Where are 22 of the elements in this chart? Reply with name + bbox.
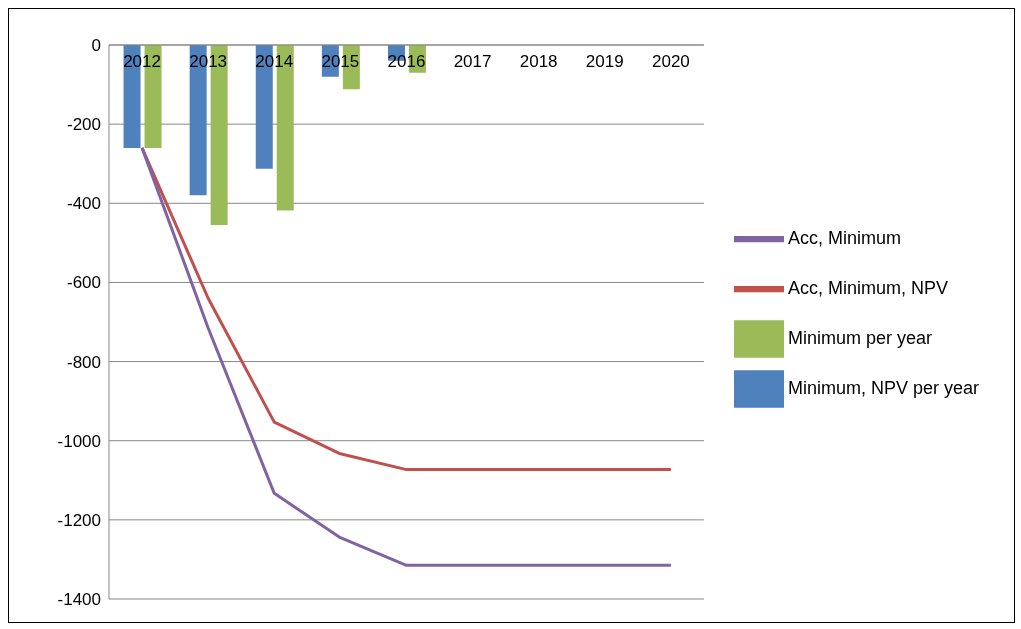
y-tick-label: -1400 [57, 590, 101, 610]
x-tick-label: 2016 [387, 52, 426, 71]
x-tick-label: 2019 [585, 52, 624, 71]
y-tick-label: -1000 [57, 431, 101, 451]
y-tick-label: 0 [91, 36, 101, 56]
x-tick-label: 2012 [123, 52, 161, 71]
legend-label: Acc, Minimum [787, 227, 901, 248]
x-tick-label: 2014 [255, 52, 294, 71]
y-tick-label: -800 [66, 352, 101, 372]
legend-label: Minimum, NPV per year [787, 377, 979, 398]
x-tick-label: 2013 [189, 52, 228, 71]
y-tick-label: -1200 [57, 510, 101, 530]
x-tick-label: 2017 [453, 52, 492, 71]
legend-label: Minimum per year [787, 327, 932, 348]
x-tick-label: 2020 [651, 52, 690, 71]
x-tick-label: 2018 [519, 52, 558, 71]
y-tick-label: -400 [66, 194, 101, 214]
legend-label: Acc, Minimum, NPV [787, 277, 948, 298]
y-tick-label: -600 [66, 273, 101, 293]
x-tick-label: 2015 [321, 52, 360, 71]
line-series [140, 146, 673, 567]
y-tick-label: -200 [66, 115, 101, 135]
